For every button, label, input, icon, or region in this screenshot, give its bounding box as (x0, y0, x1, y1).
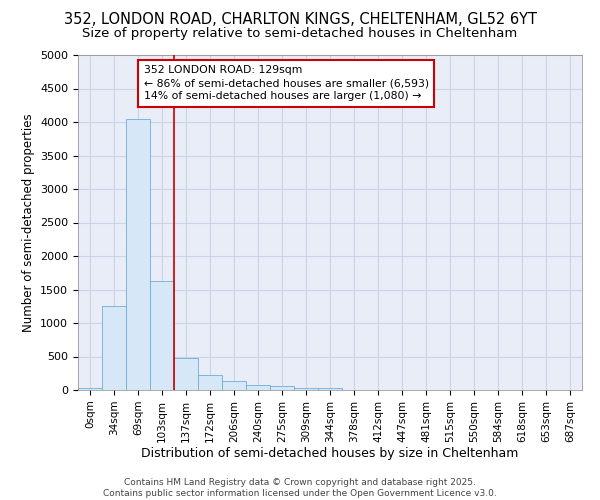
Text: 352 LONDON ROAD: 129sqm
← 86% of semi-detached houses are smaller (6,593)
14% of: 352 LONDON ROAD: 129sqm ← 86% of semi-de… (143, 65, 428, 102)
Bar (246, 384, 270, 390)
Bar (270, 386, 294, 390)
Bar (78, 388, 102, 390)
Bar (222, 382, 246, 390)
Text: Contains HM Land Registry data © Crown copyright and database right 2025.
Contai: Contains HM Land Registry data © Crown c… (103, 478, 497, 498)
Bar (294, 388, 318, 390)
X-axis label: Distribution of semi-detached houses by size in Cheltenham: Distribution of semi-detached houses by … (142, 448, 518, 460)
Y-axis label: Number of semi-detached properties: Number of semi-detached properties (22, 113, 35, 332)
Bar (150, 281, 174, 390)
Bar (198, 376, 222, 390)
Text: Size of property relative to semi-detached houses in Cheltenham: Size of property relative to semi-detach… (82, 28, 518, 40)
Text: 352, LONDON ROAD, CHARLTON KINGS, CHELTENHAM, GL52 6YT: 352, LONDON ROAD, CHARLTON KINGS, CHELTE… (64, 12, 536, 28)
Bar (318, 388, 342, 390)
Bar (126, 118, 150, 390)
Bar (102, 306, 126, 390)
Bar (174, 358, 198, 390)
